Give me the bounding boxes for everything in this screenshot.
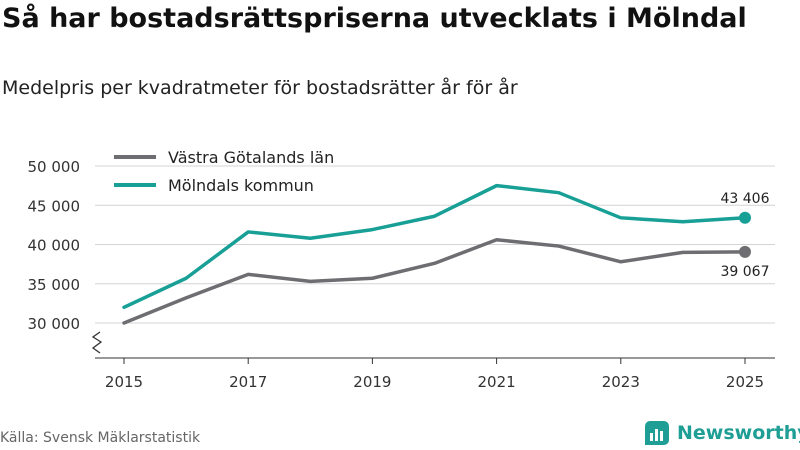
chart-subtitle: Medelpris per kvadratmeter för bostadsrä… <box>2 77 518 99</box>
end-value-label: 39 067 <box>721 264 770 280</box>
y-axis: 30 000 35 000 40 000 45 000 50 000 <box>28 158 81 333</box>
brand-name: Newsworthy <box>677 422 800 444</box>
series-line-0 <box>122 238 747 325</box>
y-tick-label: 45 000 <box>28 197 81 215</box>
y-tick-label: 50 000 <box>28 158 81 176</box>
legend: Västra Götalands län Mölndals kommun <box>114 148 334 195</box>
series-line-1 <box>122 183 747 310</box>
newsworthy-logo-icon <box>645 421 669 445</box>
x-axis: 2015 2017 2019 2021 2023 2025 <box>105 358 764 391</box>
end-point-marker <box>739 245 751 258</box>
y-tick-label: 40 000 <box>28 237 81 255</box>
end-point-marker <box>739 211 751 224</box>
x-tick-label: 2015 <box>105 373 143 391</box>
x-tick-label: 2025 <box>726 373 764 391</box>
y-tick-label: 30 000 <box>28 315 81 333</box>
axis-break <box>91 331 103 354</box>
chart-title: Så har bostadsrättspriserna utvecklats i… <box>2 3 747 34</box>
axis-break-mark <box>91 331 103 354</box>
x-tick-label: 2019 <box>353 373 391 391</box>
end-value-label: 43 406 <box>721 191 770 207</box>
legend-label: Mölndals kommun <box>168 176 314 195</box>
series-lines: 39 067 43 406 <box>122 183 770 325</box>
brand-logo: Newsworthy <box>644 420 800 446</box>
y-tick-label: 35 000 <box>28 276 81 294</box>
legend-label: Västra Götalands län <box>168 148 334 167</box>
source-note: Källa: Svensk Mäklarstatistik <box>0 430 201 446</box>
y-gridlines <box>95 165 775 359</box>
x-tick-label: 2023 <box>602 373 640 391</box>
x-tick-label: 2017 <box>229 373 267 391</box>
x-tick-label: 2021 <box>478 373 516 391</box>
